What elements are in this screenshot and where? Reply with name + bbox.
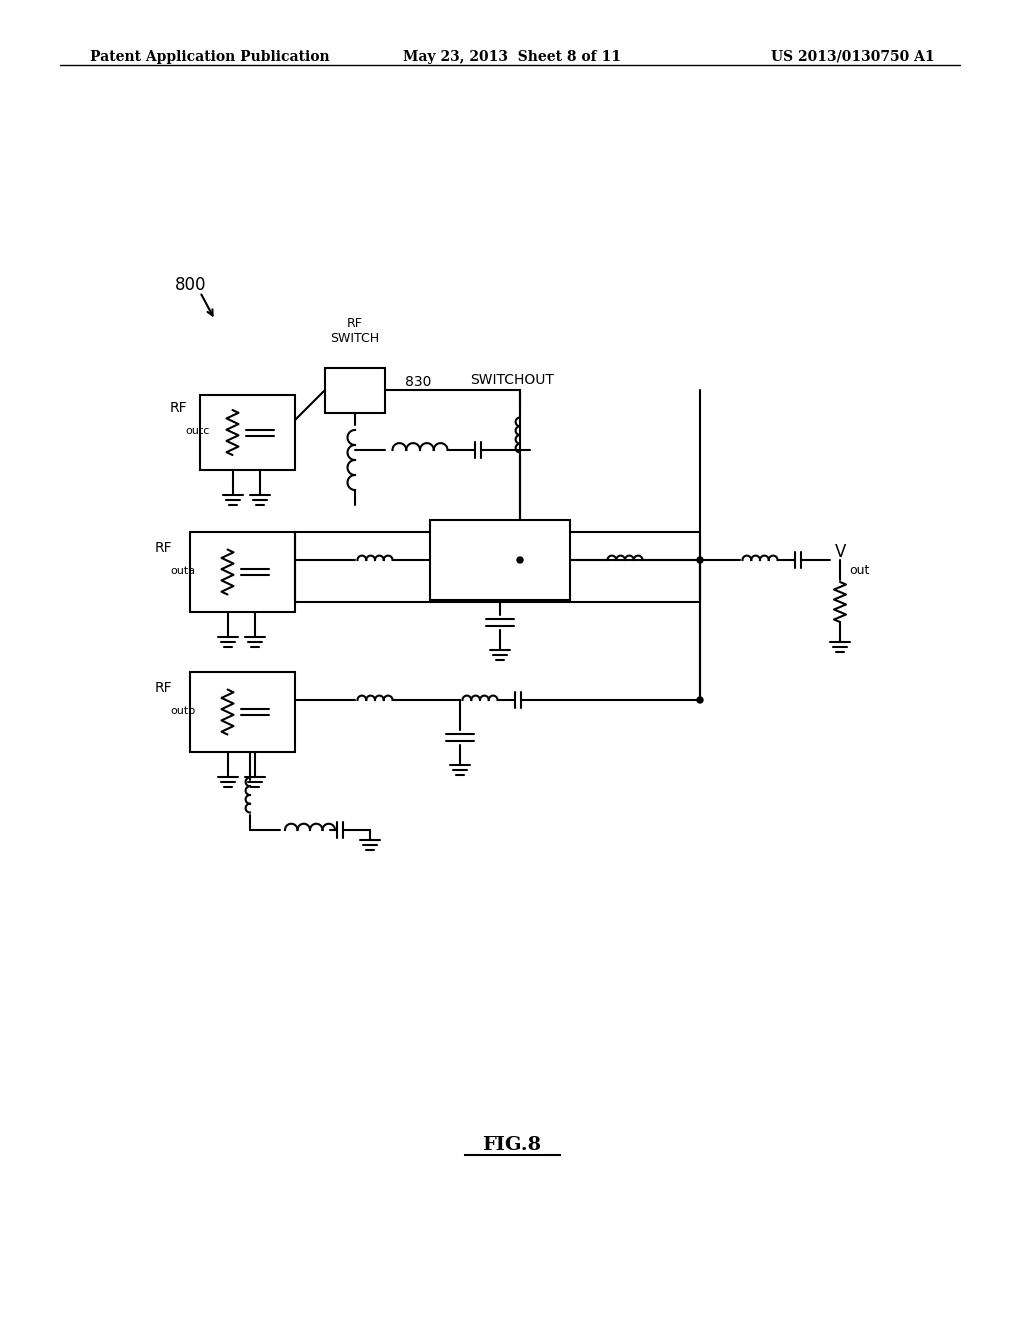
Text: outc: outc	[185, 426, 209, 436]
Text: FIG.8: FIG.8	[482, 1137, 542, 1154]
Text: 800: 800	[175, 276, 207, 294]
Text: RF
SWITCH: RF SWITCH	[331, 317, 380, 345]
Bar	[200, 395, 295, 470]
Bar	[190, 532, 295, 612]
Text: RF: RF	[155, 681, 173, 696]
Circle shape	[697, 697, 703, 704]
Text: Patent Application Publication: Patent Application Publication	[90, 50, 330, 63]
Text: outb: outb	[170, 706, 196, 715]
Text: outa: outa	[170, 566, 196, 576]
Text: US 2013/0130750 A1: US 2013/0130750 A1	[771, 50, 935, 63]
Text: 830: 830	[406, 375, 431, 389]
Text: SWITCHOUT: SWITCHOUT	[470, 374, 554, 387]
Circle shape	[517, 557, 523, 564]
Text: RF: RF	[170, 401, 187, 414]
Bar	[295, 532, 700, 602]
Bar	[190, 672, 295, 752]
Bar	[430, 520, 570, 601]
Text: RF: RF	[155, 541, 173, 554]
Text: V: V	[835, 543, 847, 561]
Circle shape	[697, 557, 703, 564]
Text: May 23, 2013  Sheet 8 of 11: May 23, 2013 Sheet 8 of 11	[403, 50, 621, 63]
Text: out: out	[849, 564, 869, 577]
Bar	[325, 367, 385, 412]
